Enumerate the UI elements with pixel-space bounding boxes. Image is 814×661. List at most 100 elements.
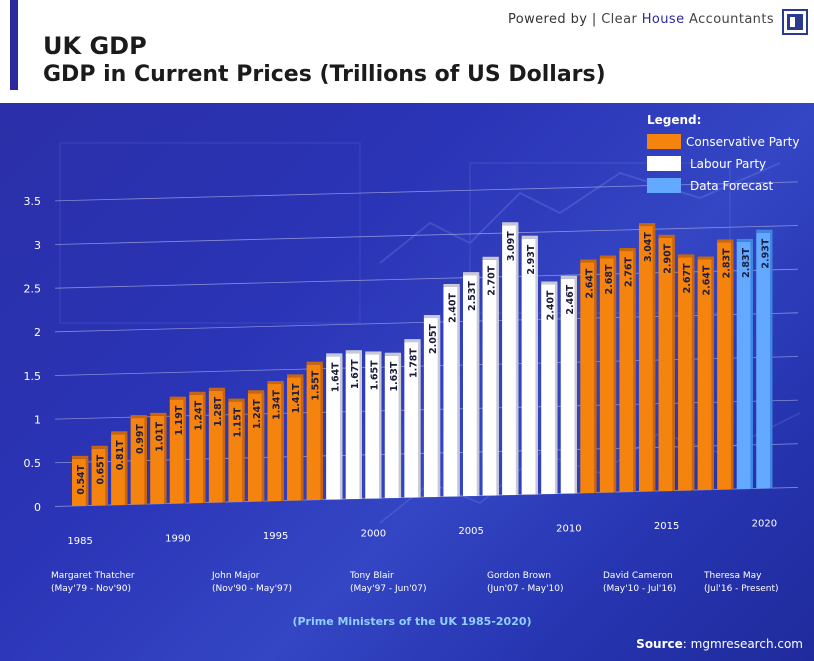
bar-top xyxy=(678,254,695,258)
bar-1996: 1.41T xyxy=(287,374,304,501)
data-label: 2.67T xyxy=(682,263,693,293)
bar-top xyxy=(697,256,714,260)
bar-face xyxy=(384,355,402,498)
bar-side xyxy=(711,259,714,490)
y-tick-label: 3.5 xyxy=(24,195,42,208)
bar-top xyxy=(267,381,284,385)
pm-name-blair: Tony Blair xyxy=(349,571,394,581)
data-label: 1.28T xyxy=(213,396,224,426)
bar-face xyxy=(658,237,675,491)
bar-face xyxy=(560,278,577,494)
bar-2014: 3.04T xyxy=(638,223,656,492)
data-label: 1.19T xyxy=(174,405,185,435)
data-label: 1.65T xyxy=(369,360,380,390)
bar-side xyxy=(320,364,323,500)
bar-side xyxy=(574,278,577,494)
data-label: 2.83T xyxy=(721,248,732,278)
bar-top xyxy=(345,350,362,354)
bar-side xyxy=(476,275,480,496)
bar-side xyxy=(359,353,362,499)
x-tick-label: 2005 xyxy=(458,526,483,537)
bar-side xyxy=(594,262,597,493)
y-tick-label: 1.5 xyxy=(24,370,42,383)
bar-1987: 0.81T xyxy=(111,431,128,505)
bar-2010: 2.46T xyxy=(560,275,577,494)
data-label: 1.01T xyxy=(154,421,165,451)
bar-2005: 2.53T xyxy=(463,272,480,496)
powered-prefix: Powered by xyxy=(507,12,588,27)
bar-top xyxy=(189,391,206,395)
bar-top xyxy=(91,445,108,449)
source-value: : mgmresearch.com xyxy=(683,637,803,651)
bar-top xyxy=(228,398,245,402)
bar-side xyxy=(613,258,617,493)
bar-top xyxy=(560,275,577,279)
bar-face xyxy=(228,401,245,502)
bar-face xyxy=(306,364,323,500)
bar-face xyxy=(502,225,519,495)
chart-subtitle: GDP in Current Prices (Trillions of US D… xyxy=(43,62,606,87)
bar-top xyxy=(326,353,343,357)
bar-top xyxy=(208,387,226,391)
pm-name-cameron: David Cameron xyxy=(603,571,673,581)
bar-face xyxy=(678,257,695,491)
pm-term-blair: (May'97 - Jun'07) xyxy=(350,584,427,594)
bar-top xyxy=(72,455,89,459)
bar-top xyxy=(306,361,323,365)
bar-face xyxy=(169,399,186,504)
data-label: 1.78T xyxy=(408,348,419,378)
bar-1991: 1.24T xyxy=(189,391,206,503)
bar-side xyxy=(163,415,167,504)
bar-side xyxy=(281,384,284,501)
data-label: 1.24T xyxy=(193,400,204,430)
pm-term-thatcher: (May'79 - Nov'90) xyxy=(51,584,131,594)
bar-top xyxy=(150,412,167,416)
bar-side xyxy=(242,401,245,502)
bar-side xyxy=(222,390,226,503)
brand-word-clear: Clear xyxy=(601,12,638,27)
source-label: Source xyxy=(636,637,683,651)
data-label: 2.70T xyxy=(487,265,498,295)
legend: Legend: Conservative Party Labour Party … xyxy=(647,113,799,193)
pm-term-brown: (Jun'07 - May'10) xyxy=(487,584,564,594)
bar-side xyxy=(300,377,304,501)
brand-word-house: House xyxy=(641,12,685,27)
data-label: 1.63T xyxy=(389,361,400,391)
bar-face xyxy=(267,384,284,501)
bar-top xyxy=(521,235,538,239)
y-tick-label: 1 xyxy=(34,413,41,426)
data-label: 1.67T xyxy=(350,359,361,389)
data-label: 2.76T xyxy=(624,257,635,287)
pm-name-may: Theresa May xyxy=(703,571,762,581)
bar-top xyxy=(423,315,441,319)
bar-side xyxy=(379,354,382,499)
bar-top xyxy=(756,229,773,233)
data-label: 0.81T xyxy=(115,440,126,470)
prime-minister-labels: Margaret Thatcher (May'79 - Nov'90) John… xyxy=(51,571,779,594)
bar-face xyxy=(599,258,617,493)
bar-2020: 2.93T xyxy=(756,229,773,489)
bar-1990: 1.19T xyxy=(169,396,186,504)
data-label: 2.40T xyxy=(448,292,459,322)
bar-face xyxy=(189,394,206,503)
data-label: 2.46T xyxy=(565,284,576,314)
brand-logo-icon xyxy=(782,9,808,35)
bar-side xyxy=(515,225,519,495)
bar-top xyxy=(384,352,402,356)
bar-2006: 2.70T xyxy=(482,256,499,496)
bar-side xyxy=(203,394,206,503)
y-tick-label: 3 xyxy=(34,239,41,252)
bar-side xyxy=(261,393,265,502)
bar-face xyxy=(91,448,108,506)
data-label: 1.55T xyxy=(311,370,322,400)
bar-top xyxy=(717,239,734,243)
pm-term-major: (Nov'90 - May'97) xyxy=(212,584,292,594)
data-label: 3.09T xyxy=(506,231,517,261)
bar-1994: 1.24T xyxy=(247,390,265,502)
bar-top xyxy=(658,234,675,238)
data-label: 2.83T xyxy=(741,247,752,277)
data-label: 2.53T xyxy=(467,281,478,311)
data-label: 1.41T xyxy=(291,383,302,413)
bar-top xyxy=(247,390,265,394)
gridline xyxy=(54,225,799,245)
